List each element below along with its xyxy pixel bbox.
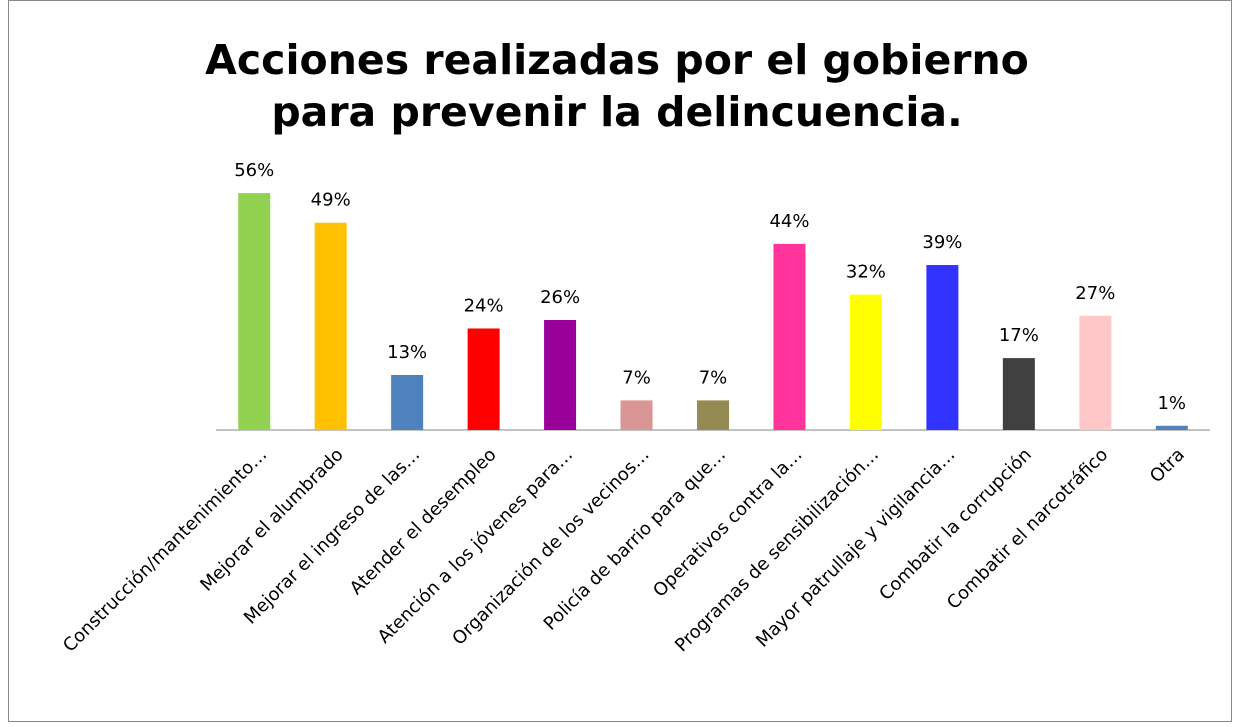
value-label: 24% [464,295,504,316]
x-tick-label: Atender el desempleo [346,444,501,599]
x-tick-label: Operativos contra la… [649,444,806,601]
value-label: 13% [387,342,427,363]
x-tick-label: Mejorar el alumbrado [196,444,347,595]
bar [773,243,806,430]
x-tick-label: Combatir el narcotráfico [943,444,1112,613]
bar [926,265,959,430]
value-label: 32% [846,262,886,283]
value-label: 44% [769,211,809,232]
bar [238,193,271,430]
bar [849,294,882,430]
value-label: 17% [999,325,1039,346]
x-tick-label: Otra [1146,444,1189,487]
chart-title: Acciones realizadas por el gobierno para… [205,36,1029,136]
bar [1002,358,1035,430]
x-tick-label: Combatir la corrupción [875,444,1036,605]
value-label: 7% [699,367,728,388]
value-label: 27% [1075,283,1115,304]
value-label: 49% [311,190,351,211]
chart-frame [8,0,1232,722]
bar [1155,425,1188,430]
value-label: 56% [234,160,274,181]
bar [697,400,729,430]
bar [467,328,500,430]
value-label: 1% [1157,393,1186,414]
bar [314,222,347,430]
value-label: 26% [540,287,580,308]
bar [620,400,653,430]
bar [391,375,424,430]
bar [1079,315,1112,430]
value-label: 7% [622,367,651,388]
value-label: 39% [922,232,962,253]
bar [544,320,577,430]
